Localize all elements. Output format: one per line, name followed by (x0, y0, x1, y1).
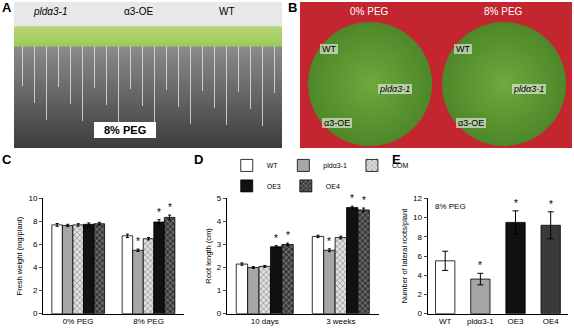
svg-text:0: 0 (33, 309, 38, 318)
svg-text:2: 2 (33, 286, 38, 295)
html-text:α3-OE: α3-OE (458, 118, 485, 128)
svg-text:*: * (514, 198, 518, 209)
svg-text:OE3: OE3 (508, 317, 525, 326)
svg-text:*: * (274, 233, 278, 244)
svg-text:*: * (327, 236, 331, 247)
html-text:8% PEG: 8% PEG (484, 6, 523, 17)
svg-text:2: 2 (217, 263, 222, 272)
svg-text:2: 2 (418, 290, 423, 299)
svg-text:OE3: OE3 (267, 183, 281, 190)
svg-text:8: 8 (33, 217, 38, 226)
svg-text:10: 10 (413, 213, 422, 222)
html-text:WT: WT (456, 44, 470, 54)
svg-text:Number of lateral roots/plant: Number of lateral roots/plant (400, 208, 409, 304)
svg-text:4: 4 (33, 263, 38, 272)
svg-text:*: * (478, 260, 482, 271)
html-text:pldα3-1: pldα3-1 (34, 6, 68, 17)
svg-text:4: 4 (418, 271, 423, 280)
html-text:pldα3-1: pldα3-1 (380, 84, 411, 94)
svg-text:8% PEG: 8% PEG (133, 317, 164, 326)
svg-text:Root length (cm): Root length (cm) (204, 228, 213, 284)
svg-text:8% PEG: 8% PEG (435, 202, 466, 211)
svg-text:WT: WT (439, 317, 452, 326)
html-text:WT: WT (322, 44, 336, 54)
svg-text:10 days: 10 days (251, 317, 279, 326)
html-text:α3-OE: α3-OE (324, 118, 351, 128)
svg-text:*: * (157, 207, 161, 218)
svg-text:*: * (286, 230, 290, 241)
svg-text:C: C (2, 152, 12, 167)
svg-text:10: 10 (29, 194, 38, 203)
svg-text:*: * (168, 202, 172, 213)
svg-text:5: 5 (217, 194, 222, 203)
html-text:A: A (2, 0, 12, 15)
svg-text:1: 1 (217, 286, 222, 295)
svg-text:8: 8 (418, 233, 423, 242)
svg-text:OE4: OE4 (326, 183, 340, 190)
svg-text:E: E (392, 152, 401, 167)
svg-text:*: * (136, 236, 140, 247)
svg-text:6: 6 (418, 252, 423, 261)
html-text:0% PEG: 0% PEG (350, 6, 389, 17)
svg-text:4: 4 (217, 217, 222, 226)
svg-text:0: 0 (418, 309, 423, 318)
svg-text:COM: COM (392, 162, 409, 169)
svg-text:*: * (350, 193, 354, 204)
svg-text:3: 3 (217, 240, 222, 249)
svg-text:0: 0 (217, 309, 222, 318)
html-text:pldα3-1: pldα3-1 (514, 84, 545, 94)
svg-text:D: D (194, 152, 203, 167)
svg-text:pldα3-1: pldα3-1 (323, 162, 347, 170)
html-text:8% PEG: 8% PEG (104, 124, 147, 136)
svg-text:3 weeks: 3 weeks (326, 317, 355, 326)
html-text:B: B (288, 0, 298, 15)
svg-text:*: * (362, 195, 366, 206)
svg-text:*: * (549, 199, 553, 210)
html-text:α3-OE: α3-OE (124, 6, 154, 17)
svg-text:6: 6 (33, 240, 38, 249)
html-text:WT: WT (219, 6, 235, 17)
svg-text:WT: WT (267, 162, 279, 169)
svg-text:0% PEG: 0% PEG (63, 317, 94, 326)
svg-text:Fresh weight (mg/plant): Fresh weight (mg/plant) (15, 216, 24, 295)
svg-text:pldα3-1: pldα3-1 (467, 317, 494, 326)
svg-text:12: 12 (413, 194, 422, 203)
svg-text:OE4: OE4 (543, 317, 560, 326)
